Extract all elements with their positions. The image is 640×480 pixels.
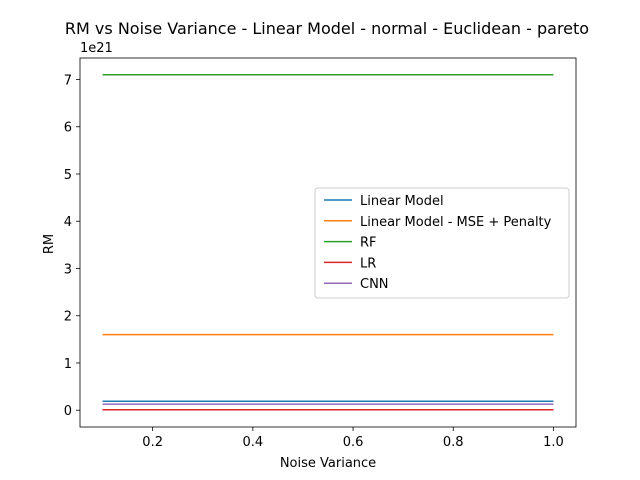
x-tick-label: 0.4 xyxy=(243,435,264,450)
x-axis-label: Noise Variance xyxy=(280,456,376,471)
y-tick-label: 3 xyxy=(64,262,72,277)
chart-title: RM vs Noise Variance - Linear Model - no… xyxy=(65,19,589,38)
y-tick-label: 2 xyxy=(64,310,72,325)
y-axis-offset-label: 1e21 xyxy=(80,41,113,56)
legend-label: RF xyxy=(360,236,377,251)
x-tick-label: 1.0 xyxy=(543,435,564,450)
x-tick-label: 0.6 xyxy=(343,435,364,450)
y-tick-label: 6 xyxy=(64,121,72,136)
legend-box xyxy=(314,187,570,299)
y-tick-label: 4 xyxy=(64,215,72,230)
legend-label: LR xyxy=(360,256,376,271)
axes-frame xyxy=(79,57,577,428)
y-axis-label: RM xyxy=(42,234,57,254)
y-tick-label: 0 xyxy=(64,404,72,419)
legend-label: CNN xyxy=(360,277,389,292)
legend-label: Linear Model - MSE + Penalty xyxy=(360,215,552,230)
plot-area: 0.2 0.4 0.6 0.8 1.0 0 1 2 3 4 5 6 7 xyxy=(64,57,577,450)
y-tick-label: 5 xyxy=(64,168,72,183)
legend: Linear Model Linear Model - MSE + Penalty… xyxy=(314,187,570,299)
y-tick-label: 7 xyxy=(64,73,72,88)
legend-label: Linear Model xyxy=(360,194,444,209)
y-tick-label: 1 xyxy=(64,357,72,372)
x-tick-label: 0.8 xyxy=(443,435,464,450)
x-tick-label: 0.2 xyxy=(142,435,163,450)
